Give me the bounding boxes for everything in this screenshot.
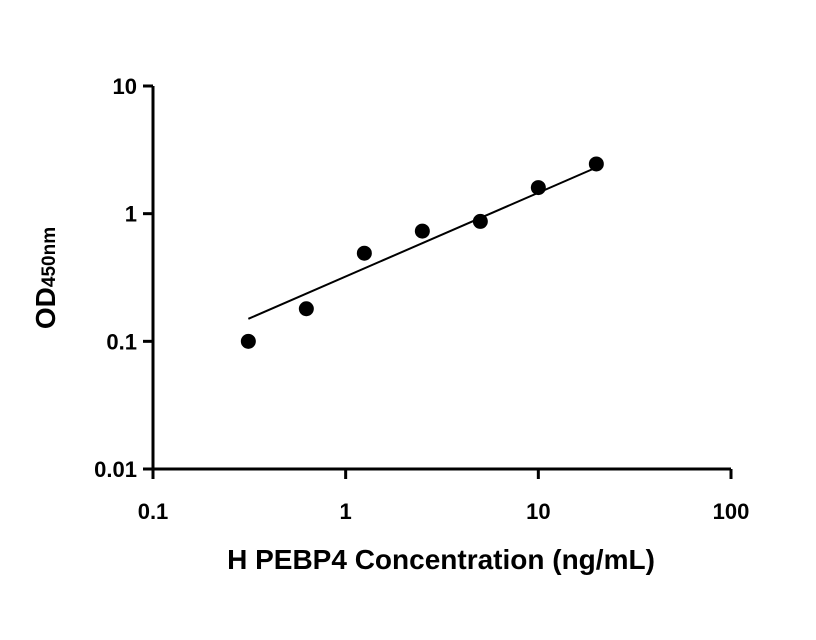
y-tick-label-0: 0.01	[94, 457, 137, 482]
x-tick-label-1: 1	[340, 499, 352, 524]
y-axis-title-main: OD	[30, 287, 61, 329]
data-point-3	[414, 223, 430, 239]
data-point-5	[530, 180, 546, 196]
y-ticks: 0.01 0.1 1 10	[94, 74, 153, 482]
y-axis-title: OD450nm	[30, 227, 61, 329]
data-point-2	[356, 245, 372, 261]
y-tick-label-2: 1	[125, 202, 137, 227]
data-point-6	[588, 156, 604, 172]
data-point-0	[240, 333, 256, 349]
y-tick-label-3: 10	[113, 74, 137, 99]
x-tick-label-2: 10	[526, 499, 550, 524]
x-tick-label-3: 100	[713, 499, 750, 524]
y-tick-label-1: 0.1	[106, 329, 137, 354]
x-axis-title: H PEBP4 Concentration (ng/mL)	[227, 544, 655, 575]
x-ticks: 0.1 1 10 100	[138, 469, 750, 524]
y-axis-title-subscript: 450nm	[39, 227, 60, 287]
axes	[151, 86, 731, 471]
data-point-4	[472, 213, 488, 229]
data-points	[240, 156, 604, 349]
x-tick-label-0: 0.1	[138, 499, 169, 524]
data-point-1	[298, 301, 314, 317]
